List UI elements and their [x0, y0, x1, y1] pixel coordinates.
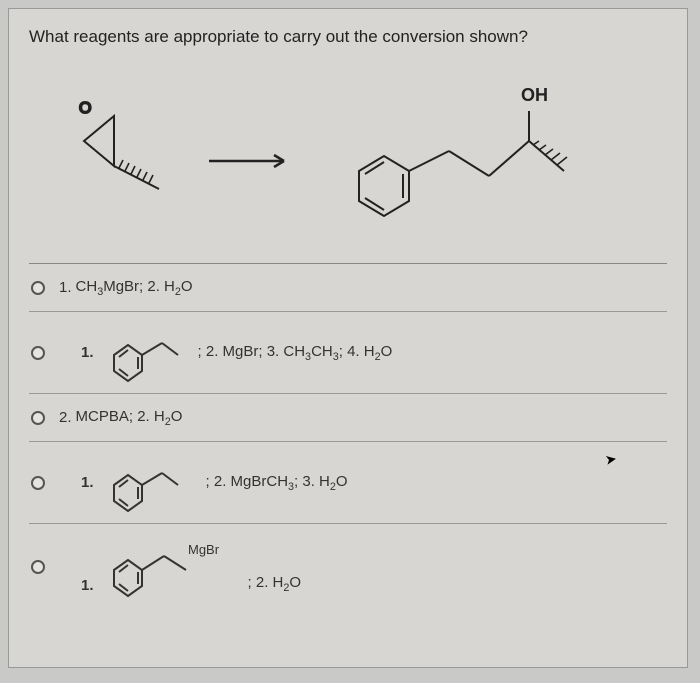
radio-icon[interactable] — [31, 560, 45, 574]
option-1-label: 1. CH3MgBr; 2. H2O — [59, 278, 193, 298]
option-4[interactable]: 1. ; 2. MgBrCH3; 3. H2O — [29, 442, 667, 524]
benzyl-structure-icon — [102, 323, 180, 383]
text: ; 2. MgBr; 3. CH3CH3; 4. H2O — [198, 343, 393, 363]
option-3[interactable]: 2. MCPBA; 2. H2O — [29, 394, 667, 442]
text: MCPBA; 2. H2O — [76, 408, 183, 428]
question-text: What reagents are appropriate to carry o… — [29, 27, 667, 47]
option-5[interactable]: 1. MgBr ; 2. H2O — [29, 524, 667, 610]
text: CH3MgBr; 2. H2O — [76, 278, 193, 298]
benzyl-structure-icon — [102, 453, 180, 513]
prefix: 1. — [81, 577, 94, 594]
radio-icon[interactable] — [31, 411, 45, 425]
radio-icon[interactable] — [31, 476, 45, 490]
prefix: 1. — [59, 279, 72, 296]
option-1[interactable]: 1. CH3MgBr; 2. H2O — [29, 264, 667, 312]
reaction-scheme: O — [29, 61, 667, 251]
reaction-arrow — [209, 155, 284, 167]
benzyl-mgbr-structure-icon: MgBr — [102, 534, 222, 600]
options-list: 1. CH3MgBr; 2. H2O 1. ; 2. MgBr; 3. CH3C… — [29, 263, 667, 610]
prefix: 1. — [81, 474, 94, 491]
oh-label: OH — [521, 85, 548, 105]
reactant-epoxide: O — [79, 100, 159, 189]
text: ; 2. MgBrCH3; 3. H2O — [206, 473, 348, 493]
prefix: 1. — [81, 344, 94, 361]
radio-icon[interactable] — [31, 281, 45, 295]
mgbr-label: MgBr — [188, 542, 220, 557]
prefix: 2. — [59, 409, 72, 426]
radio-icon[interactable] — [31, 346, 45, 360]
oxygen-label: O — [79, 100, 91, 117]
option-2[interactable]: 1. ; 2. MgBr; 3. CH3CH3; 4. H2O — [29, 312, 667, 394]
text: ; 2. H2O — [248, 574, 302, 594]
option-3-label: 2. MCPBA; 2. H2O — [59, 408, 182, 428]
question-card: What reagents are appropriate to carry o… — [8, 8, 688, 668]
product: OH — [359, 85, 567, 216]
